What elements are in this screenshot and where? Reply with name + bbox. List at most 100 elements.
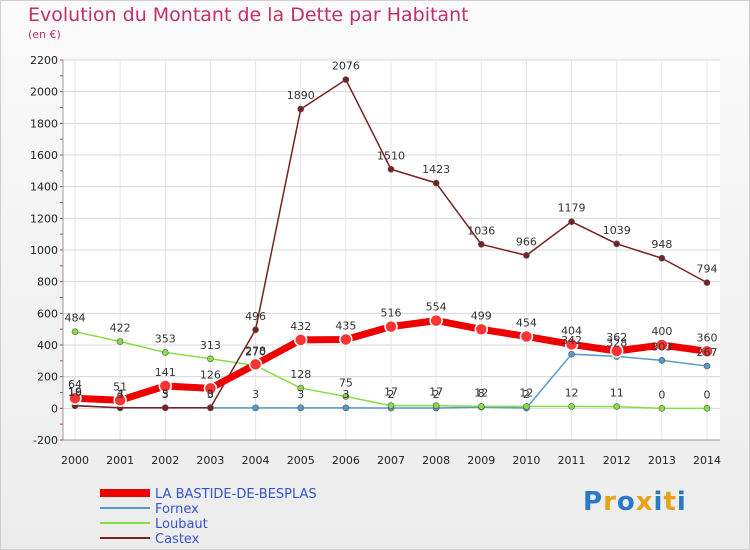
data-point [429,313,443,328]
data-label: 11 [610,387,624,400]
data-point [342,76,350,83]
data-point [158,379,173,393]
data-point [161,404,169,412]
data-label: 484 [65,312,86,325]
x-tick-label: 2013 [648,454,676,467]
data-label: 19 [68,385,82,398]
y-tick-label: 1200 [30,212,58,225]
data-label: 8 [478,387,485,400]
data-point [474,322,489,337]
data-label: 17 [384,386,398,399]
data-point [703,279,711,286]
x-tick-label: 2003 [196,454,224,467]
data-point [203,381,218,396]
data-point [609,344,624,358]
data-label: 2076 [332,60,360,73]
data-label: 17 [429,386,443,399]
data-point [613,240,621,248]
data-label: 1890 [287,89,315,102]
y-tick-label: 2200 [30,54,58,67]
data-label: 278 [245,344,266,357]
y-tick-label: 1400 [30,181,58,194]
data-label: 1179 [558,202,586,215]
data-label: 126 [200,368,221,381]
data-label: 3 [342,388,349,401]
x-tick-label: 2012 [603,454,631,467]
data-label: 2 [433,388,440,401]
data-label: 422 [110,322,131,335]
data-point [342,404,350,412]
x-tick-label: 2005 [287,454,315,467]
data-point [342,393,350,400]
data-point [477,241,485,248]
data-label: 404 [561,324,582,337]
x-tick-label: 2010 [512,454,540,467]
data-label: 51 [113,380,127,393]
x-tick-label: 2002 [151,454,179,467]
data-point [568,403,575,410]
y-tick-label: 0 [51,402,58,415]
data-point [297,384,305,392]
y-tick-label: 1000 [30,244,58,257]
data-point [655,338,669,352]
data-label: 64 [68,378,82,391]
y-tick-label: 600 [37,307,58,320]
y-tick-label: -200 [33,434,58,447]
data-label: 3 [297,388,304,401]
data-label: 270 [245,346,266,359]
x-tick-label: 2008 [422,454,450,467]
data-label: 1423 [422,163,450,176]
data-point [613,403,621,410]
data-label: 360 [697,331,718,344]
data-point [477,403,485,410]
data-label: 1036 [467,224,495,237]
data-point [161,349,169,356]
data-label: 16 [68,386,82,399]
data-point [113,393,127,408]
data-point [387,165,395,173]
data-label: 3 [162,388,169,401]
data-point [432,179,440,187]
data-label: 141 [155,366,176,379]
data-label: 3 [117,388,124,401]
y-tick-label: 200 [37,371,58,384]
data-label: 342 [561,334,582,347]
legend-entry: LA BASTIDE-DE-BESPLAS [155,487,317,502]
data-label: 435 [335,319,356,332]
data-point [519,329,534,344]
data-label: 948 [651,238,672,251]
data-point [339,332,353,347]
x-tick-label: 2014 [693,454,721,467]
data-point [703,405,711,412]
y-tick-label: 800 [37,276,58,289]
data-label: 12 [519,386,533,399]
data-label: 353 [155,332,176,345]
data-label: 5 [162,388,169,401]
data-label: 328 [606,336,627,349]
data-label: 400 [651,325,672,338]
data-point [116,338,124,345]
data-point [207,404,214,412]
data-point [703,362,711,370]
x-tick-label: 2000 [61,454,89,467]
x-tick-label: 2011 [558,454,586,467]
data-label: 313 [200,339,221,352]
data-point [252,326,259,334]
data-label: 454 [516,316,537,329]
data-point [658,405,666,412]
legend-entry: Castex [155,532,200,547]
x-tick-label: 2001 [106,454,134,467]
y-tick-label: 2000 [30,86,58,99]
data-point [297,404,305,412]
data-label: 3 [252,388,259,401]
data-label: 128 [290,368,311,381]
x-tick-label: 2006 [332,454,360,467]
data-label: 0 [658,388,665,401]
data-label: 794 [697,263,718,276]
proxiti-logo: Proxiti [583,487,687,517]
data-point [248,357,263,372]
data-label: 75 [339,376,353,389]
chart-title: Evolution du Montant de la Dette par Hab… [28,4,469,26]
